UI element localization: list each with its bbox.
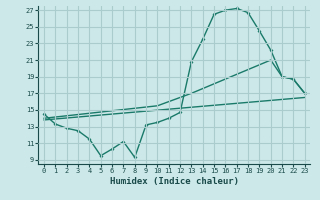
X-axis label: Humidex (Indice chaleur): Humidex (Indice chaleur) bbox=[110, 177, 239, 186]
